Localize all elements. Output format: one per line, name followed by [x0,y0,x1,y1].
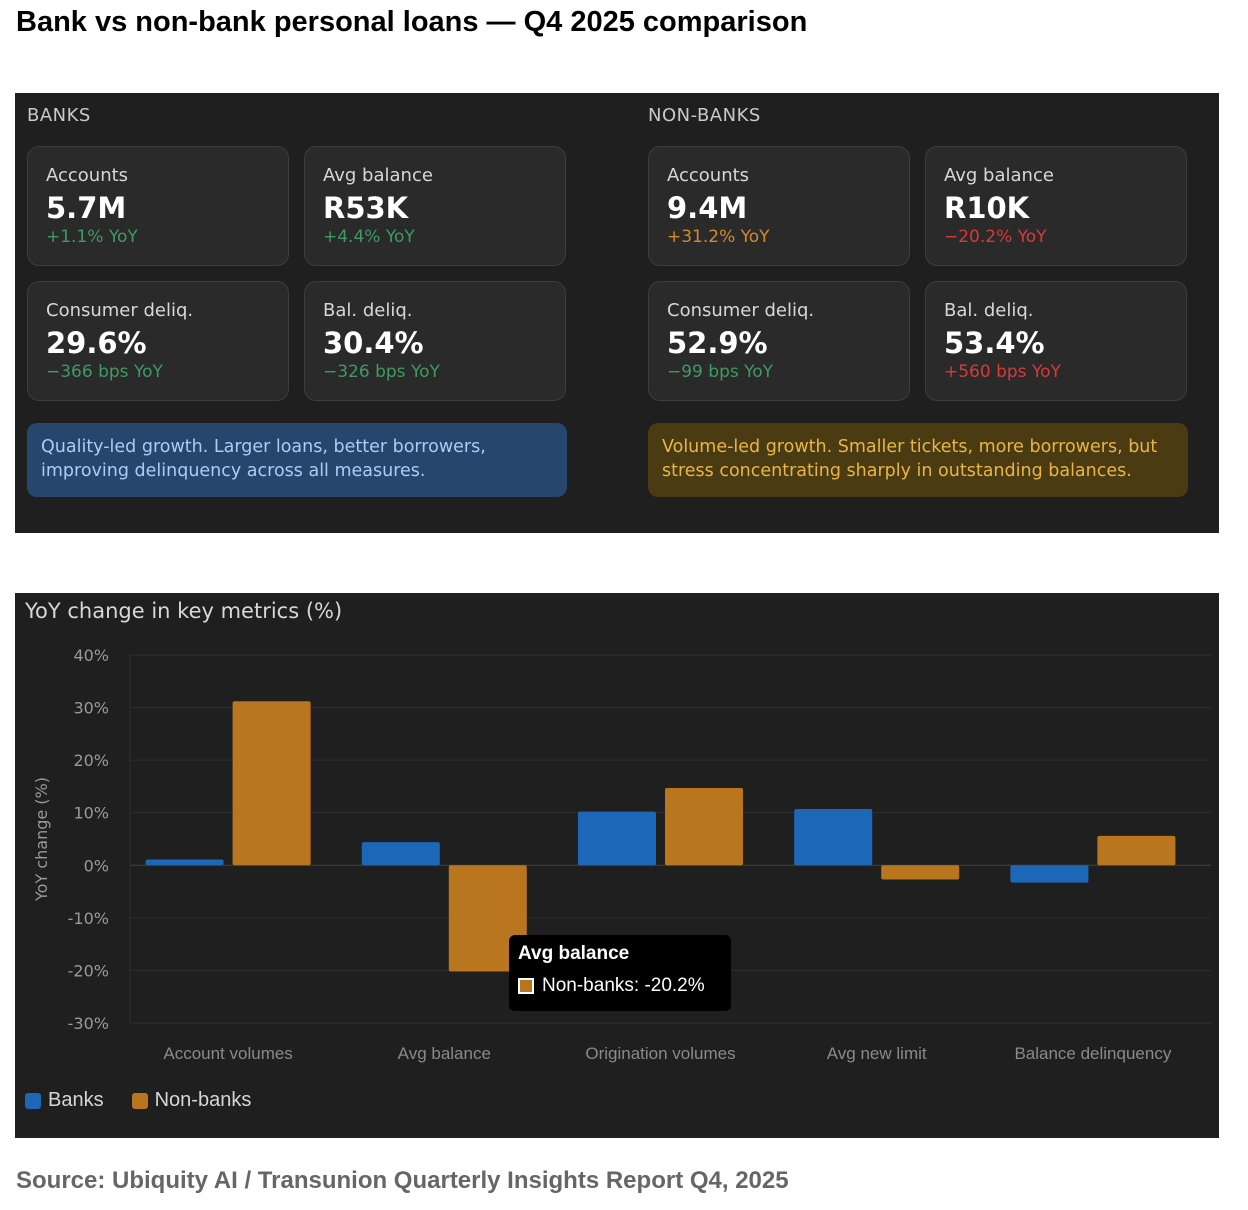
page-title: Bank vs non-bank personal loans — Q4 202… [16,6,808,38]
banks-card-consumer-deliq: Consumer deliq. 29.6% −366 bps YoY [27,281,289,401]
chart-legend: Banks Non-banks [25,1089,251,1112]
card-value: 5.7M [46,191,127,225]
card-label: Avg balance [944,165,1054,186]
summary-panel: BANKS NON-BANKS Accounts 5.7M +1.1% YoY … [15,93,1219,533]
banks-insight: Quality-led growth. Larger loans, better… [27,423,567,497]
card-label: Bal. deliq. [944,300,1034,321]
y-tick-label: -20% [68,961,109,980]
card-value: 29.6% [46,326,147,360]
y-tick-label: 0% [84,856,109,875]
tooltip-swatch-icon [518,978,534,994]
banks-card-avg-balance: Avg balance R53K +4.4% YoY [304,146,566,266]
y-axis-label: YoY change (%) [32,777,51,902]
card-change: +31.2% YoY [667,227,770,247]
bar-banks [1010,865,1089,883]
bar-chart: 40% 30% 20% 10% 0% -10% -20% -30% YoY change (%)… [32,646,1211,1063]
tooltip-row: Non-banks: -20.2% [518,975,722,997]
card-change: −99 bps YoY [667,362,774,382]
y-tick-label: -30% [68,1014,109,1033]
tooltip-title: Avg balance [518,943,630,964]
card-label: Accounts [46,165,129,186]
bar-banks [794,809,873,866]
bar-banks [145,859,224,866]
card-change: +1.1% YoY [46,227,138,247]
nonbanks-section-label: NON-BANKS [648,105,761,126]
card-value: 53.4% [944,326,1045,360]
nonbanks-card-bal-deliq: Bal. deliq. 53.4% +560 bps YoY [925,281,1187,401]
bar-nonbanks [1097,835,1176,866]
card-value: R53K [323,191,409,225]
y-tick-label: -10% [68,909,109,928]
bar-banks [361,842,440,866]
source-note: Source: Ubiquity AI / Transunion Quarter… [16,1167,789,1194]
bar-banks [578,811,656,866]
card-change: +4.4% YoY [323,227,415,247]
bar-nonbanks [232,701,311,866]
legend-label: Banks [48,1089,104,1111]
card-label: Accounts [667,165,750,186]
y-tick-label: 40% [73,646,109,665]
legend-item-nonbanks[interactable]: Non-banks [131,1089,252,1112]
chart-panel: YoY change in key metrics (%) 40% 30% 20% 1… [15,593,1219,1138]
nonbanks-card-avg-balance: Avg balance R10K −20.2% YoY [925,146,1187,266]
chart-tooltip: Avg balance Non-banks: -20.2% [509,935,731,1011]
card-change: −326 bps YoY [323,362,440,382]
y-tick-label: 30% [73,699,109,718]
legend-label: Non-banks [154,1089,252,1111]
card-value: R10K [944,191,1030,225]
nonbanks-card-consumer-deliq: Consumer deliq. 52.9% −99 bps YoY [648,281,910,401]
card-value: 9.4M [667,191,748,225]
legend-swatch-banks-icon [25,1092,41,1109]
bar-nonbanks [881,865,960,880]
card-value: 30.4% [323,326,424,360]
card-label: Bal. deliq. [323,300,413,321]
x-tick-label: Origination volumes [585,1044,735,1063]
legend-swatch-nonbanks-icon [131,1092,148,1109]
chart-title: YoY change in key metrics (%) [25,599,343,623]
nonbanks-card-accounts: Accounts 9.4M +31.2% YoY [648,146,910,266]
card-label: Consumer deliq. [46,300,194,321]
banks-section-label: BANKS [27,105,91,126]
x-tick-label: Account volumes [163,1044,292,1063]
bar-nonbanks [665,788,743,866]
nonbanks-insight: Volume-led growth. Smaller tickets, more… [648,423,1188,497]
card-label: Avg balance [323,165,433,186]
card-label: Consumer deliq. [667,300,815,321]
legend-item-banks[interactable]: Banks [25,1089,104,1112]
x-tick-label: Avg balance [398,1044,491,1063]
y-tick-label: 20% [73,751,109,770]
tooltip-text: Non-banks: -20.2% [542,975,705,996]
y-tick-label: 10% [73,804,109,823]
card-value: 52.9% [667,326,768,360]
card-change: −20.2% YoY [944,227,1047,247]
card-change: +560 bps YoY [944,362,1061,382]
x-tick-label: Avg new limit [827,1044,927,1063]
card-change: −366 bps YoY [46,362,163,382]
banks-card-accounts: Accounts 5.7M +1.1% YoY [27,146,289,266]
x-tick-label: Balance delinquency [1014,1044,1171,1063]
banks-card-bal-deliq: Bal. deliq. 30.4% −326 bps YoY [304,281,566,401]
bar-nonbanks [448,865,527,972]
